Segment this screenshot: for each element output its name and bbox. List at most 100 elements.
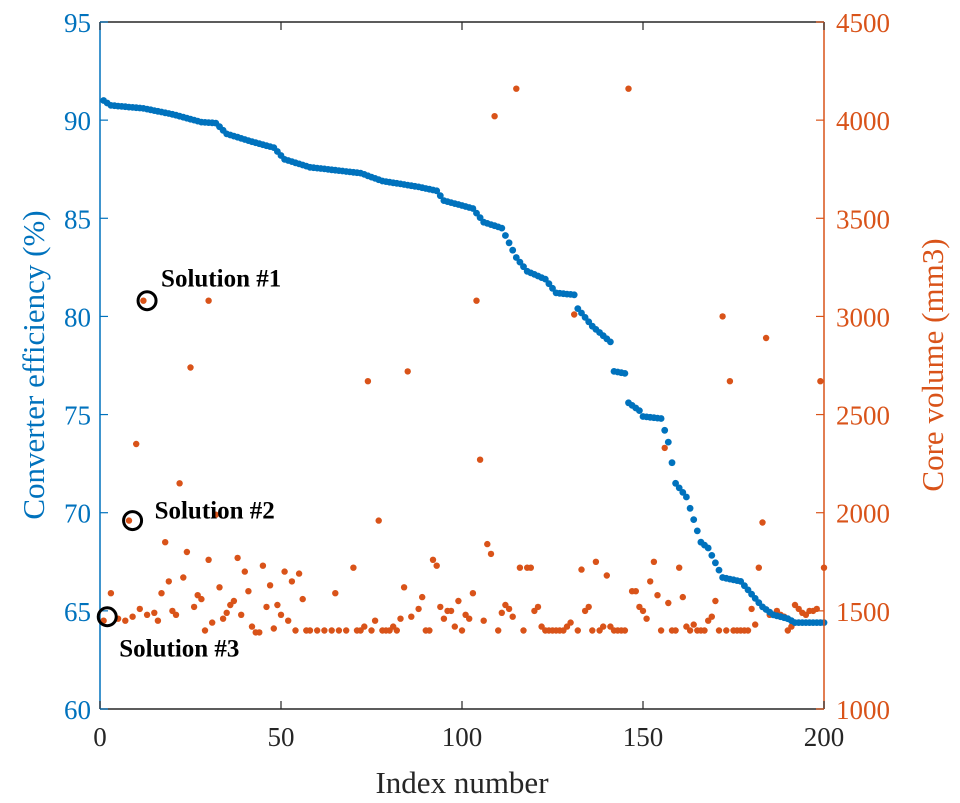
volume-point bbox=[216, 584, 223, 591]
volume-point bbox=[715, 627, 723, 634]
volume-point bbox=[574, 627, 581, 634]
volume-point bbox=[259, 562, 267, 569]
volume-point bbox=[679, 593, 686, 601]
volume-point bbox=[484, 540, 491, 548]
volume-point bbox=[520, 627, 527, 634]
volume-point bbox=[647, 578, 654, 585]
annotation-circle bbox=[122, 510, 144, 532]
volume-point bbox=[657, 627, 665, 634]
volume-point bbox=[567, 619, 574, 626]
volume-point bbox=[600, 623, 607, 630]
volume-point bbox=[343, 627, 350, 634]
annotation-circle bbox=[96, 606, 118, 628]
efficiency-point bbox=[541, 275, 549, 283]
volume-point bbox=[491, 113, 498, 120]
volume-point bbox=[527, 564, 534, 571]
volume-point bbox=[241, 568, 248, 575]
efficiency-point bbox=[679, 489, 687, 496]
volume-point bbox=[361, 623, 368, 630]
volume-point bbox=[426, 627, 433, 634]
volume-point bbox=[513, 85, 520, 92]
volume-point bbox=[183, 548, 191, 556]
volume-point bbox=[585, 603, 592, 611]
efficiency-point bbox=[433, 187, 441, 195]
volume-point bbox=[759, 519, 766, 526]
efficiency-point bbox=[672, 479, 679, 487]
volume-point bbox=[447, 607, 455, 615]
volume-point bbox=[469, 590, 477, 597]
volume-point bbox=[187, 364, 194, 371]
volume-point bbox=[690, 621, 697, 628]
right-y-tick-label: 1500 bbox=[836, 597, 890, 627]
efficiency-point bbox=[549, 284, 556, 292]
efficiency-point bbox=[512, 254, 520, 261]
volume-point bbox=[201, 627, 209, 634]
volume-point bbox=[419, 593, 426, 601]
volume-point bbox=[133, 440, 140, 448]
right-y-tick-label: 1000 bbox=[836, 695, 890, 725]
x-tick-label: 150 bbox=[623, 722, 664, 752]
volume-point bbox=[495, 627, 502, 634]
volume-point bbox=[578, 566, 585, 573]
data-layer bbox=[100, 85, 828, 636]
volume-point bbox=[350, 564, 357, 571]
left-y-tick-label: 65 bbox=[64, 597, 91, 627]
left-y-tick-label: 70 bbox=[64, 499, 91, 529]
volume-point bbox=[487, 550, 495, 558]
volume-point bbox=[234, 554, 241, 562]
volume-point bbox=[151, 609, 158, 616]
volume-point bbox=[415, 605, 422, 613]
efficiency-point bbox=[509, 246, 517, 254]
volume-point bbox=[129, 613, 136, 620]
volume-point bbox=[632, 588, 639, 595]
volume-point bbox=[476, 456, 484, 463]
volume-point bbox=[712, 597, 719, 605]
efficiency-point bbox=[690, 516, 698, 523]
volume-point bbox=[451, 623, 458, 630]
volume-point bbox=[466, 615, 473, 622]
efficiency-point bbox=[657, 415, 665, 422]
volume-point bbox=[107, 590, 115, 597]
annotation-label: Solution #2 bbox=[155, 498, 275, 525]
volume-point bbox=[165, 578, 172, 585]
volume-point bbox=[158, 590, 165, 597]
annotation-label: Solution #3 bbox=[119, 636, 239, 663]
volume-point bbox=[375, 517, 382, 524]
volume-point bbox=[589, 627, 596, 634]
volume-point bbox=[281, 568, 288, 575]
x-tick-label: 50 bbox=[268, 722, 295, 752]
volume-point bbox=[650, 558, 658, 565]
x-tick-label: 0 bbox=[93, 722, 107, 752]
volume-point bbox=[270, 625, 277, 632]
volume-point bbox=[299, 595, 306, 603]
volume-point bbox=[140, 297, 147, 304]
volume-point bbox=[122, 617, 129, 624]
axis-ticks: 0 50 100 150 200 60 65 70 75 80 85 90 95 1000 1500 2000… bbox=[64, 8, 890, 752]
volume-point bbox=[701, 627, 708, 634]
volume-point bbox=[136, 605, 143, 613]
volume-point bbox=[433, 562, 440, 569]
volume-point bbox=[248, 623, 256, 630]
volume-point bbox=[686, 627, 694, 634]
left-y-tick-label: 80 bbox=[64, 302, 91, 332]
left-y-tick-label: 75 bbox=[64, 401, 91, 431]
efficiency-point bbox=[469, 205, 477, 212]
volume-point bbox=[603, 572, 610, 579]
volume-point bbox=[397, 615, 404, 622]
volume-point bbox=[288, 578, 296, 585]
efficiency-point bbox=[520, 263, 527, 271]
volume-point bbox=[429, 556, 437, 563]
efficiency-point bbox=[436, 192, 444, 200]
volume-point bbox=[371, 617, 379, 624]
volume-point bbox=[256, 629, 263, 636]
volume-point bbox=[440, 615, 448, 622]
volume-point bbox=[621, 627, 629, 634]
efficiency-point bbox=[715, 566, 723, 574]
volume-point bbox=[314, 627, 321, 634]
volume-point bbox=[274, 601, 281, 609]
efficiency-point bbox=[686, 504, 694, 512]
volume-point bbox=[404, 368, 411, 375]
volume-point bbox=[368, 627, 375, 634]
volume-point bbox=[285, 617, 292, 624]
